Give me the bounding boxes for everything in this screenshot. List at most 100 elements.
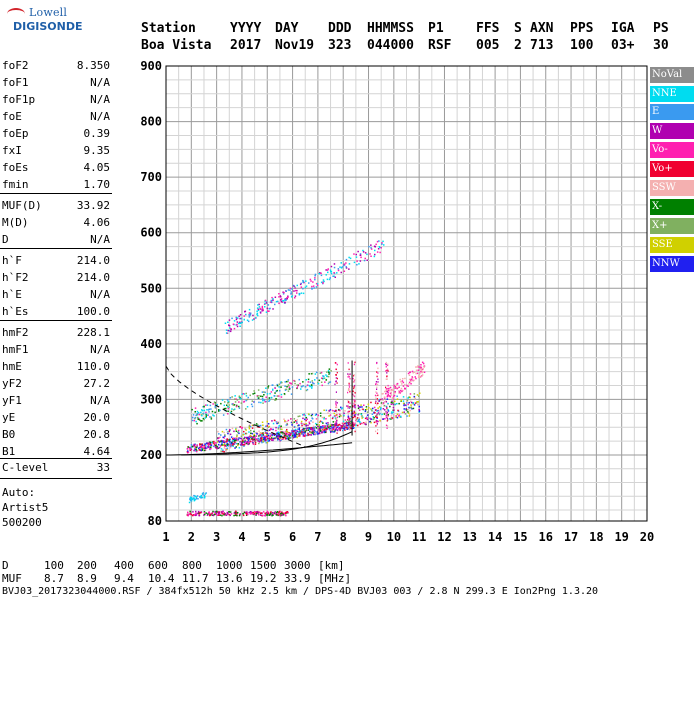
echo-point [408, 374, 411, 376]
echo-point [243, 437, 245, 440]
echo-point [421, 368, 423, 371]
echo-point [299, 430, 302, 432]
echo-point [390, 417, 392, 420]
echo-point [386, 406, 388, 408]
echo-point [251, 405, 254, 408]
echo-point [320, 381, 323, 383]
hdr-day: DAY [275, 21, 299, 36]
echo-point [325, 379, 327, 381]
echo-point [229, 433, 232, 436]
echo-point [347, 407, 349, 409]
echo-point [264, 302, 266, 305]
echo-point [242, 444, 244, 446]
echo-point [198, 448, 201, 451]
echo-point [331, 428, 334, 430]
param-row: foE N/A [2, 110, 110, 123]
echo-point [349, 402, 351, 404]
echo-point [276, 421, 279, 423]
echo-point [411, 408, 413, 410]
echo-point [417, 403, 419, 406]
echo-point [221, 430, 224, 433]
echo-point [416, 401, 418, 403]
echo-point [200, 420, 202, 422]
echo-point [235, 437, 237, 439]
echo-point [230, 445, 232, 447]
echo-point [343, 425, 345, 427]
echo-point [423, 371, 426, 373]
echo-point [197, 418, 199, 420]
echo-point [388, 395, 390, 397]
echo-point [373, 421, 376, 424]
echo-point [262, 398, 264, 401]
echo-point [227, 329, 229, 332]
echo-point [270, 396, 273, 399]
echo-point [366, 414, 369, 416]
echo-point [291, 295, 293, 297]
echo-point [421, 375, 423, 377]
echo-point [187, 450, 189, 452]
echo-point [324, 430, 326, 433]
echo-point [236, 514, 238, 517]
echo-point [363, 259, 366, 262]
echo-point [258, 397, 260, 399]
echo-point [375, 409, 377, 411]
echo-point [253, 512, 256, 515]
echo-point [218, 441, 221, 443]
echo-point [300, 282, 302, 285]
echo-point [220, 440, 222, 443]
echo-point [277, 428, 280, 430]
echo-point [286, 511, 288, 513]
echo-point [298, 433, 300, 435]
echo-point [354, 392, 356, 394]
param-row: C-level 33 [2, 461, 110, 474]
echo-point [286, 436, 289, 439]
echo-point [263, 436, 265, 439]
echo-point [254, 511, 256, 513]
echo-point [382, 418, 385, 420]
echo-point [397, 409, 399, 412]
echo-point [394, 391, 396, 393]
param-row: h`F 214.0 [2, 254, 110, 267]
echo-point [373, 245, 376, 247]
echo-point [284, 435, 286, 437]
echo-point [263, 432, 266, 434]
echo-point [286, 420, 288, 423]
echo-point [271, 438, 273, 441]
echo-point [414, 397, 416, 400]
echo-point [297, 385, 299, 387]
echo-point [203, 409, 206, 412]
echo-point [207, 409, 210, 411]
echo-point [413, 393, 416, 395]
echo-point [402, 381, 405, 384]
echo-point [302, 292, 305, 295]
echo-point [226, 444, 228, 446]
echo-point [236, 325, 239, 328]
echo-point [212, 514, 215, 516]
echo-point [376, 371, 378, 373]
echo-point [198, 447, 200, 449]
echo-point [375, 430, 377, 433]
echo-point [329, 430, 332, 433]
echo-point [298, 294, 301, 296]
echo-point [281, 437, 283, 439]
echo-point [271, 420, 273, 422]
echo-point [246, 511, 248, 513]
echo-point [244, 310, 247, 313]
echo-point [394, 386, 397, 388]
echo-point [246, 442, 248, 445]
echo-point [228, 404, 230, 406]
echo-point [379, 251, 381, 254]
echo-point [263, 399, 266, 401]
y-tick-label: 500 [140, 281, 162, 295]
echo-point [384, 409, 386, 411]
echo-point [309, 431, 311, 434]
echo-point [293, 379, 295, 382]
echo-point [265, 396, 267, 398]
echo-point [343, 264, 345, 267]
echo-point [223, 407, 226, 410]
echo-point [256, 307, 259, 309]
y-tick-label: 200 [140, 448, 162, 462]
echo-point [335, 380, 337, 383]
echo-point [196, 450, 198, 453]
echo-point [258, 514, 260, 516]
